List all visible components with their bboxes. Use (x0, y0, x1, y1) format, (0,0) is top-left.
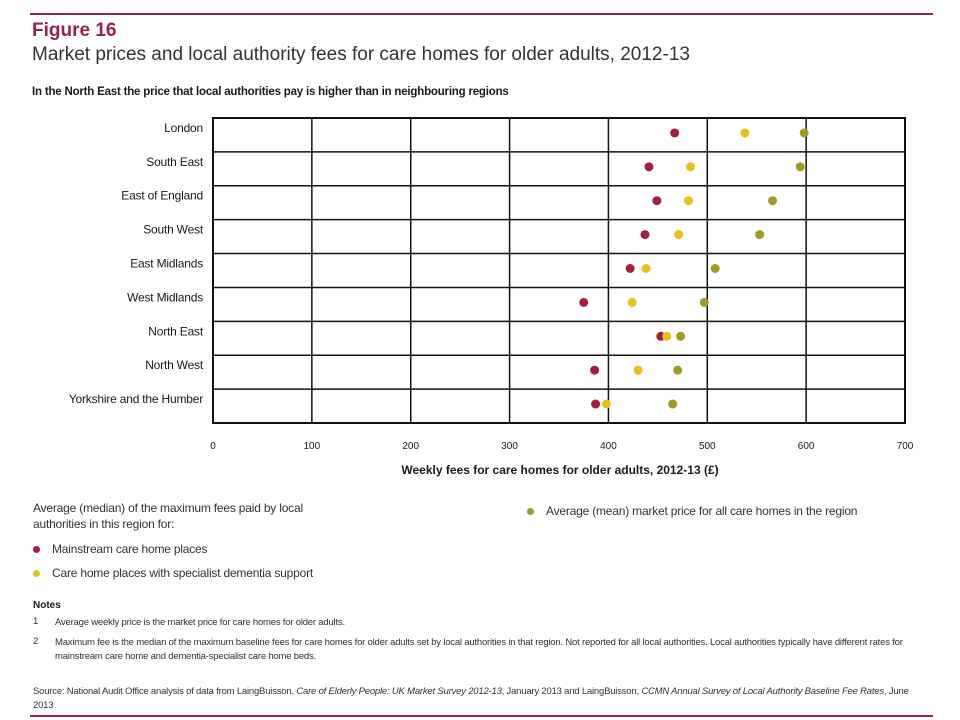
source-middle: , January 2013 and LaingBuisson, (501, 686, 642, 697)
data-point-market (710, 264, 720, 273)
data-point-market (673, 365, 683, 375)
data-point-market (755, 230, 765, 240)
category-label: East of England (121, 189, 203, 203)
chart-grid (212, 117, 906, 424)
figure-title: Market prices and local authority fees f… (32, 44, 690, 65)
x-tick-label: 700 (897, 441, 914, 452)
category-labels: London South East East of England South Wes… (69, 121, 204, 406)
data-point-dementia (627, 297, 637, 307)
data-point-mainstream (652, 196, 662, 206)
note-text: Maximum fee is the median of the maximum… (55, 637, 903, 662)
figure-subtitle: In the North East the price that local a… (32, 86, 509, 98)
data-point-market (676, 331, 686, 341)
x-tick-labels: 0 100 200 300 400 500 600 700 (210, 441, 914, 452)
note-item: 1 Average weekly price is the market pri… (33, 616, 915, 630)
x-tick-label: 400 (600, 441, 617, 452)
category-label: London (164, 121, 203, 135)
category-label: South West (143, 223, 204, 237)
x-tick-label: 100 (304, 441, 321, 452)
data-point-mainstream (625, 264, 635, 273)
category-label: Yorkshire and the Humber (69, 392, 203, 406)
note-text: Average weekly price is the market price… (55, 617, 345, 628)
data-point-dementia (674, 230, 684, 240)
source-suffix: , June 2013 (33, 686, 909, 711)
data-point-dementia (740, 128, 750, 138)
source-title-2: CCMN Annual Survey of Local Authority Ba… (641, 686, 884, 697)
legend-label-dementia: Care home places with specialist dementi… (52, 566, 314, 580)
top-rule (30, 13, 933, 15)
legend-item-mainstream: Mainstream care home places (33, 542, 208, 556)
data-point-dementia (641, 264, 651, 273)
data-point-mainstream (640, 230, 650, 240)
x-axis-label: Weekly fees for care homes for older adu… (401, 463, 718, 477)
data-points (579, 128, 809, 409)
mainstream-dot-icon (33, 545, 40, 553)
legend-heading: Average (median) of the maximum fees pai… (33, 501, 303, 531)
category-label: East Midlands (130, 257, 203, 271)
source-prefix: Source: National Audit Office analysis o… (33, 686, 297, 697)
notes-heading: Notes (33, 600, 61, 611)
market-dot-icon (527, 507, 534, 515)
x-tick-label: 500 (699, 441, 716, 452)
data-point-market (799, 128, 809, 138)
category-label: North East (148, 324, 204, 338)
legend-item-dementia: Care home places with specialist dementi… (33, 566, 313, 580)
plot-frame (212, 117, 906, 424)
data-point-dementia (633, 365, 643, 375)
category-label: West Midlands (127, 290, 203, 304)
data-point-market (795, 162, 805, 172)
data-point-mainstream (670, 128, 680, 138)
x-tick-label: 0 (210, 441, 216, 452)
dementia-dot-icon (33, 569, 40, 577)
data-point-market (668, 399, 678, 409)
data-point-market (768, 196, 778, 206)
x-tick-label: 600 (798, 441, 815, 452)
source-citation: Source: National Audit Office analysis o… (33, 685, 913, 713)
data-point-mainstream (590, 365, 600, 375)
data-point-market (699, 297, 709, 307)
category-label: South East (146, 155, 204, 169)
data-point-dementia (684, 196, 694, 206)
data-point-mainstream (579, 297, 589, 307)
data-point-dementia (601, 399, 611, 409)
legend-label-market: Average (mean) market price for all care… (546, 504, 858, 518)
data-point-dementia (662, 331, 672, 341)
note-number: 1 (33, 616, 39, 627)
data-point-mainstream (591, 399, 601, 409)
figure-label: Figure 16 (32, 20, 117, 41)
note-item: 2 Maximum fee is the median of the maxim… (33, 636, 915, 664)
data-point-mainstream (644, 162, 654, 172)
legend-label-mainstream: Mainstream care home places (52, 542, 208, 556)
note-number: 2 (33, 636, 39, 647)
data-point-dementia (685, 162, 695, 172)
x-tick-label: 200 (402, 441, 419, 452)
source-title-1: Care of Elderly People: UK Market Survey… (296, 686, 502, 697)
bottom-rule (30, 715, 933, 717)
x-tick-label: 300 (501, 441, 518, 452)
legend-item-market: Average (mean) market price for all care… (527, 504, 857, 518)
dot-plot-chart: London South East East of England South Wes… (69, 117, 914, 477)
category-label: North West (145, 358, 204, 372)
